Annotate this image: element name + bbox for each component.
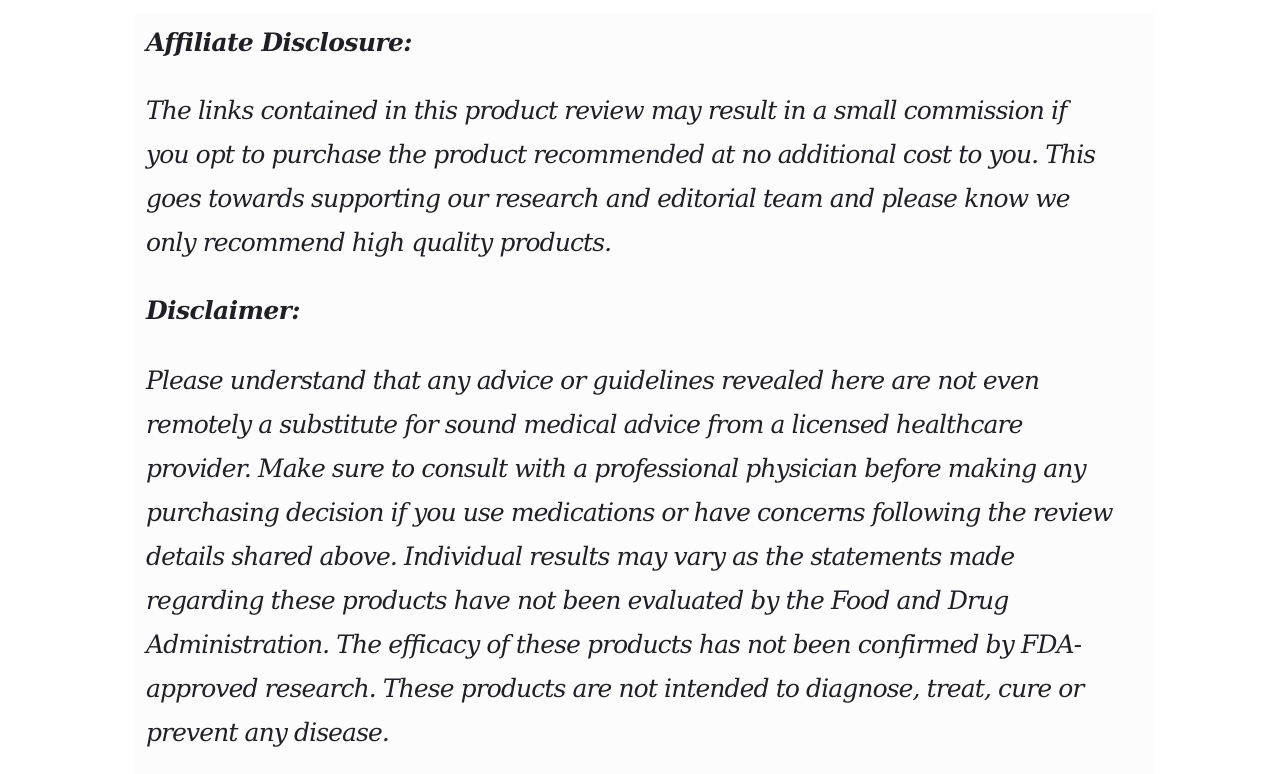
affiliate-disclosure-heading: Affiliate Disclosure: [146,28,413,57]
disclaimer-line: prevent any disease. [146,718,390,747]
affiliate-line: only recommend high quality products. [146,228,612,257]
disclaimer-line: purchasing decision if you use medicatio… [146,498,1113,527]
disclaimer-line: Please understand that any advice or gui… [146,366,1040,395]
disclaimer-line: approved research. These products are no… [146,674,1084,703]
content-panel [135,14,1155,774]
disclaimer-line: remotely a substitute for sound medical … [146,410,1023,439]
affiliate-line: goes towards supporting our research and… [146,184,1071,213]
disclaimer-line: provider. Make sure to consult with a pr… [146,454,1087,483]
disclaimer-heading: Disclaimer: [146,296,300,325]
affiliate-line: you opt to purchase the product recommen… [146,140,1096,169]
disclaimer-line: details shared above. Individual results… [146,542,1015,571]
affiliate-line: The links contained in this product revi… [146,96,1067,125]
disclaimer-line: regarding these products have not been e… [146,586,1009,615]
disclaimer-line: Administration. The efficacy of these pr… [146,630,1082,659]
